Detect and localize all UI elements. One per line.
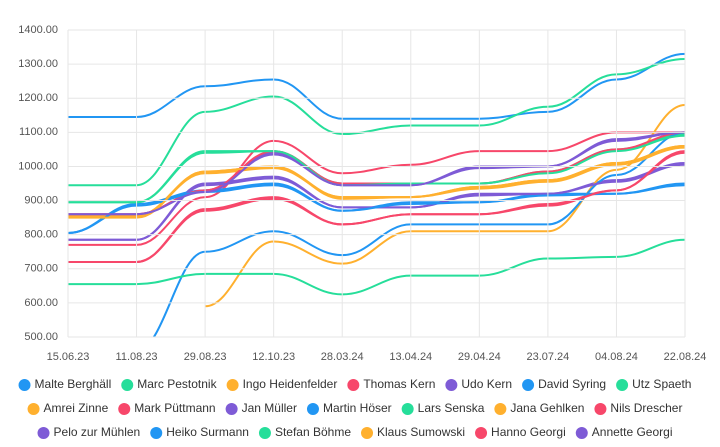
- y-tick-label: 500.00: [24, 331, 58, 343]
- legend-marker: [121, 379, 134, 391]
- legend-label: Malte Berghäll: [35, 377, 112, 391]
- series-line: [67, 57, 686, 187]
- legend-item: Annette Georgi: [575, 425, 673, 439]
- legend-item: Udo Kern: [445, 377, 512, 391]
- x-tick-label: 12.10.23: [252, 351, 295, 363]
- series-line: [68, 238, 686, 296]
- legend-label: Martin Höser: [323, 401, 392, 415]
- plot-area: [67, 52, 686, 337]
- series-line: [68, 151, 686, 263]
- legend-item: Amrei Zinne: [27, 401, 109, 415]
- legend-marker: [27, 403, 40, 415]
- legend-label: Mark Püttmann: [134, 401, 215, 415]
- y-tick-label: 1100.00: [19, 126, 58, 138]
- series-line: [68, 131, 685, 246]
- legend-label: David Syring: [538, 377, 606, 391]
- legend-marker: [18, 379, 31, 391]
- legend-marker: [494, 403, 507, 415]
- legend-item: Thomas Kern: [347, 377, 435, 391]
- legend-item: David Syring: [522, 377, 606, 391]
- legend-marker: [361, 427, 374, 439]
- x-tick-label: 29.08.23: [184, 351, 227, 363]
- legend-item: Martin Höser: [306, 401, 392, 415]
- legend-label: Stefan Böhme: [275, 425, 351, 439]
- legend-marker: [225, 403, 238, 415]
- legend-label: Utz Spaeth: [632, 377, 691, 391]
- legend-item: Malte Berghäll: [18, 377, 112, 391]
- legend-item: Ingo Heidenfelder: [226, 377, 338, 391]
- legend-marker: [118, 403, 131, 415]
- legend-label: Annette Georgi: [592, 425, 673, 439]
- legend-marker: [150, 427, 163, 439]
- y-tick-label: 700.00: [24, 263, 58, 275]
- legend-marker: [475, 427, 488, 439]
- series-line: [67, 52, 686, 120]
- legend-label: Thomas Kern: [363, 377, 435, 391]
- y-tick-label: 1200.00: [18, 92, 58, 104]
- legend-label: Udo Kern: [461, 377, 512, 391]
- x-tick-label: 13.04.24: [389, 351, 432, 363]
- legend-marker: [37, 427, 50, 439]
- legend-label: Ingo Heidenfelder: [243, 377, 338, 391]
- series-line: [68, 131, 686, 216]
- legend-item: Pelo zur Mühlen: [37, 425, 141, 439]
- x-tick-label: 29.04.24: [458, 351, 501, 363]
- legend-label: Marc Pestotnik: [137, 377, 217, 391]
- x-tick-label: 04.08.24: [595, 351, 638, 363]
- legend-marker: [401, 403, 414, 415]
- legend-label: Heiko Surmann: [166, 425, 249, 439]
- legend-label: Klaus Sumowski: [377, 425, 465, 439]
- legend-item: Nils Drescher: [594, 401, 682, 415]
- legend-item: Jana Gehlken: [494, 401, 584, 415]
- legend-label: Pelo zur Mühlen: [54, 425, 141, 439]
- y-tick-label: 600.00: [24, 297, 58, 309]
- y-tick-label: 1400.00: [18, 24, 58, 36]
- legend-marker: [594, 403, 607, 415]
- legend-marker: [616, 379, 629, 391]
- legend-label: Jan Müller: [242, 401, 297, 415]
- x-tick-label: 22.08.24: [664, 351, 707, 363]
- legend-label: Jana Gehlken: [510, 401, 584, 415]
- legend-item: Stefan Böhme: [258, 425, 351, 439]
- x-tick-label: 11.08.23: [116, 351, 158, 363]
- legend-marker: [445, 379, 458, 391]
- y-tick-label: 900.00: [24, 194, 58, 206]
- legend-label: Hanno Georgi: [491, 425, 566, 439]
- legend-item: Heiko Surmann: [150, 425, 249, 439]
- legend-marker: [575, 427, 588, 439]
- series-line: [68, 144, 686, 219]
- legend-label: Lars Senska: [418, 401, 485, 415]
- series-line: [68, 163, 686, 241]
- legend-item: Marc Pestotnik: [121, 377, 218, 391]
- legend-label: Nils Drescher: [610, 401, 682, 415]
- x-tick-label: 23.07.24: [526, 351, 569, 363]
- legend-marker: [347, 379, 360, 391]
- legend-item: Utz Spaeth: [616, 377, 691, 391]
- legend-marker: [306, 403, 319, 415]
- y-tick-label: 1000.00: [18, 160, 58, 172]
- legend-item: Jan Müller: [225, 401, 297, 415]
- legend-marker: [522, 379, 535, 391]
- legend-item: Lars Senska: [401, 401, 485, 415]
- x-tick-label: 15.06.23: [47, 351, 90, 363]
- y-tick-label: 1300.00: [18, 58, 58, 70]
- y-tick-label: 800.00: [24, 229, 58, 241]
- legend-marker: [226, 379, 239, 391]
- legend-marker: [258, 427, 271, 439]
- legend-item: Klaus Sumowski: [361, 425, 465, 439]
- legend-item: Mark Püttmann: [118, 401, 216, 415]
- legend-item: Hanno Georgi: [475, 425, 566, 439]
- legend-label: Amrei Zinne: [44, 401, 109, 415]
- x-tick-label: 28.03.24: [321, 351, 364, 363]
